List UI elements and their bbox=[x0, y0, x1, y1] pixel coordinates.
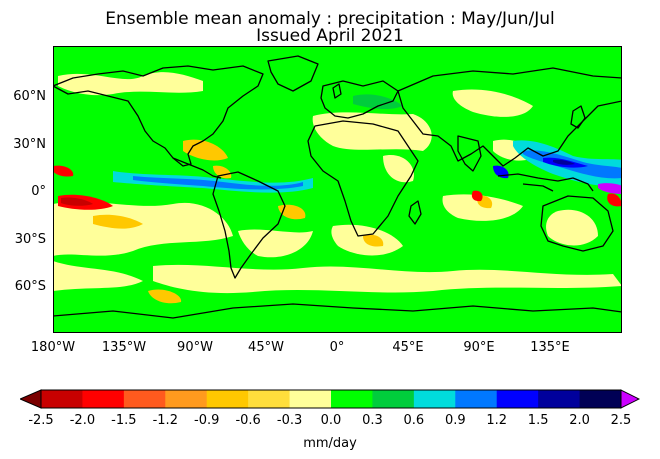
lon-label-45e: 45°E bbox=[392, 340, 424, 355]
colorbar-tick-label: -2.5 bbox=[28, 413, 54, 428]
map-border bbox=[53, 46, 622, 333]
colorbar bbox=[20, 389, 640, 409]
colorbar-units-label: mm/day bbox=[303, 436, 357, 451]
coastlines bbox=[53, 55, 622, 319]
colorbar-segment bbox=[82, 390, 125, 408]
colorbar-segment bbox=[41, 390, 83, 408]
colorbar-tick-label: -0.3 bbox=[276, 413, 303, 428]
lat-label-60s: 60°S bbox=[14, 279, 46, 294]
map-subtitle: Issued April 2021 bbox=[256, 26, 404, 46]
colorbar-tick-label: 0.3 bbox=[362, 413, 383, 428]
colorbar-over-triangle bbox=[620, 389, 640, 409]
colorbar-tick-label: -0.9 bbox=[194, 413, 220, 428]
dry-anomaly-regions bbox=[53, 72, 622, 294]
colorbar-tick-label: 0.0 bbox=[320, 413, 342, 428]
colorbar-tick-label: 0.9 bbox=[444, 413, 466, 428]
colorbar-segment bbox=[538, 390, 581, 408]
colorbar-tick-label: 1.5 bbox=[527, 413, 549, 428]
colorbar-segment bbox=[289, 390, 332, 408]
colorbar-segment bbox=[455, 390, 498, 408]
colorbar-segment bbox=[123, 390, 166, 408]
colorbar-segment bbox=[579, 390, 622, 408]
colorbar-border bbox=[40, 389, 622, 409]
lon-label-45w: 45°W bbox=[248, 340, 284, 355]
colorbar-tick-label: -2.0 bbox=[69, 413, 96, 428]
map-title: Ensemble mean anomaly : precipitation : … bbox=[105, 9, 555, 29]
colorbar-tick-label: -1.2 bbox=[152, 413, 178, 428]
colorbar-tick-label: 1.2 bbox=[486, 413, 508, 428]
colorbar-tick-label: -0.6 bbox=[235, 413, 261, 428]
lon-label-135e: 135°E bbox=[530, 340, 570, 355]
colorbar-segment bbox=[331, 390, 373, 408]
lon-label-90w: 90°W bbox=[177, 340, 213, 355]
lon-label-180w: 180°W bbox=[30, 340, 76, 355]
colorbar-tick-label: -1.5 bbox=[111, 413, 137, 428]
colorbar-tick-label: 0.6 bbox=[403, 413, 425, 428]
lat-label-30n: 30°N bbox=[13, 137, 46, 152]
extreme-dry-regions bbox=[61, 197, 93, 206]
colorbar-segment bbox=[496, 390, 539, 408]
colorbar-tick-label: 2.0 bbox=[569, 413, 590, 428]
lon-label-90e: 90°E bbox=[463, 340, 495, 355]
colorbar-segment bbox=[165, 390, 208, 408]
lat-label-60n: 60°N bbox=[13, 89, 46, 104]
colorbar-segment bbox=[248, 390, 291, 408]
colorbar-segment bbox=[372, 390, 415, 408]
precipitation-anomaly-map bbox=[53, 46, 622, 333]
lon-label-0: 0° bbox=[329, 340, 345, 355]
colorbar-tick-label: 2.5 bbox=[610, 413, 632, 428]
colorbar-segment bbox=[413, 390, 456, 408]
lat-label-equator: 0° bbox=[31, 184, 46, 199]
wet-anomaly-bands bbox=[113, 94, 622, 194]
lon-label-135w: 135°W bbox=[101, 340, 147, 355]
colorbar-under-triangle bbox=[20, 389, 42, 409]
lat-label-30s: 30°S bbox=[14, 232, 46, 247]
colorbar-segment bbox=[206, 390, 249, 408]
moderate-dry-regions bbox=[93, 139, 493, 304]
